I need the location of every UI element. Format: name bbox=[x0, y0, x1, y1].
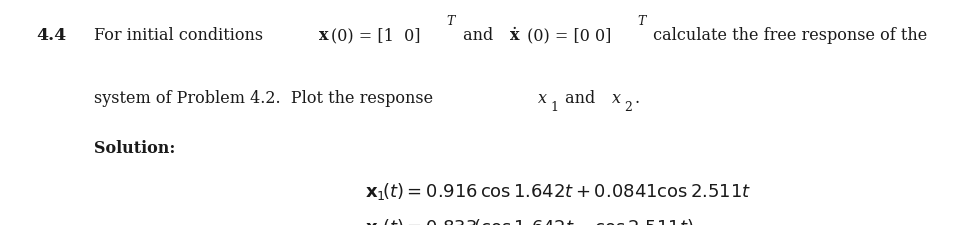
Text: For initial conditions: For initial conditions bbox=[94, 27, 268, 44]
Text: calculate the free response of the: calculate the free response of the bbox=[648, 27, 927, 44]
Text: x: x bbox=[319, 27, 329, 44]
Text: and: and bbox=[560, 90, 601, 107]
Text: .: . bbox=[634, 90, 639, 107]
Text: Solution:: Solution: bbox=[94, 140, 176, 156]
Text: system of Problem 4.2.  Plot the response: system of Problem 4.2. Plot the response bbox=[94, 90, 438, 107]
Text: $\mathbf{x}_2\!\left(t\right)=0.833\!\left(\mathrm{cos}\,1.642t-\mathrm{cos}\,2.: $\mathbf{x}_2\!\left(t\right)=0.833\!\le… bbox=[365, 216, 694, 225]
Text: x: x bbox=[538, 90, 548, 107]
Text: 4.4: 4.4 bbox=[37, 27, 66, 44]
Text: 1: 1 bbox=[550, 100, 558, 113]
Text: (0) = [0 0]: (0) = [0 0] bbox=[522, 27, 611, 44]
Text: x: x bbox=[612, 90, 622, 107]
Text: (0) = [1  0]: (0) = [1 0] bbox=[332, 27, 421, 44]
Text: and: and bbox=[457, 27, 498, 44]
Text: $\mathbf{x}_1\!\left(t\right)=0.916\,\mathrm{cos}\,1.642t+0.0841\mathrm{cos}\,2.: $\mathbf{x}_1\!\left(t\right)=0.916\,\ma… bbox=[365, 180, 752, 201]
Text: T: T bbox=[447, 15, 456, 28]
Text: ẋ: ẋ bbox=[509, 27, 519, 44]
Text: T: T bbox=[637, 15, 646, 28]
Text: 2: 2 bbox=[624, 100, 632, 113]
